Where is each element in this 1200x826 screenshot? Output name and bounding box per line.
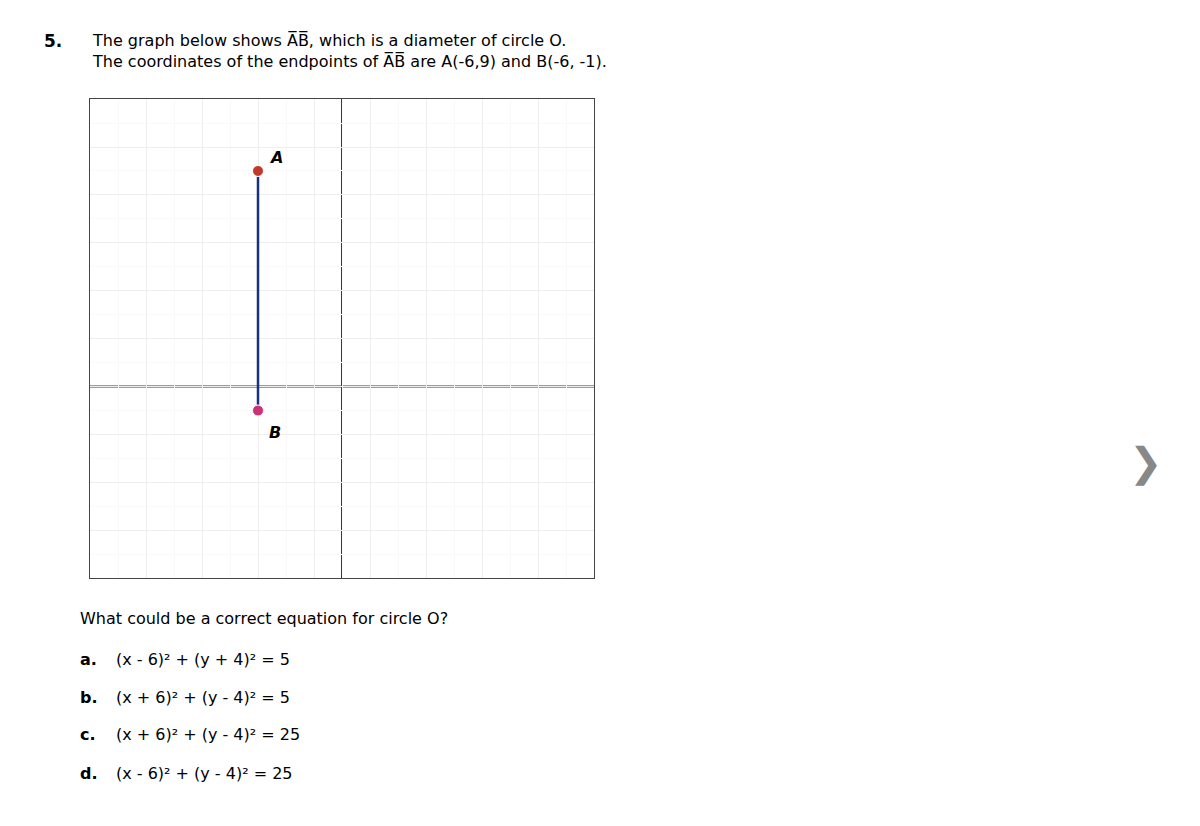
svg-text:What could be a correct equati: What could be a correct equation for cir… xyxy=(80,609,448,628)
svg-text:(x - 6)² + (y - 4)² = 25: (x - 6)² + (y - 4)² = 25 xyxy=(116,764,293,783)
svg-text:b.: b. xyxy=(80,688,98,707)
svg-text:B: B xyxy=(269,423,281,442)
svg-text:d.: d. xyxy=(80,764,98,783)
svg-text:The graph below shows A̅B̅, wh: The graph below shows A̅B̅, which is a d… xyxy=(92,31,607,71)
svg-text:❯: ❯ xyxy=(1129,439,1163,486)
svg-text:(x + 6)² + (y - 4)² = 25: (x + 6)² + (y - 4)² = 25 xyxy=(116,725,300,744)
svg-text:c.: c. xyxy=(80,725,96,744)
svg-text:A: A xyxy=(269,148,283,167)
svg-text:a.: a. xyxy=(80,650,97,669)
svg-text:(x - 6)² + (y + 4)² = 5: (x - 6)² + (y + 4)² = 5 xyxy=(116,650,290,669)
svg-text:(x + 6)² + (y - 4)² = 5: (x + 6)² + (y - 4)² = 5 xyxy=(116,688,290,707)
svg-text:5.: 5. xyxy=(44,31,62,51)
